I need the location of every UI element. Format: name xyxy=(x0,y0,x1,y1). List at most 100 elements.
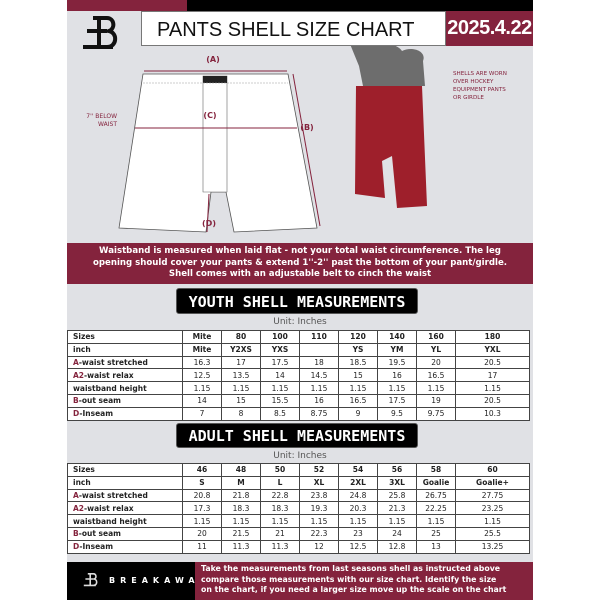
table-cell: Goalie+ xyxy=(455,475,530,490)
row-label-text: -Inseam xyxy=(79,542,114,552)
table-cell: 52 xyxy=(299,463,339,477)
table-cell: 160 xyxy=(416,330,456,344)
table-cell: 17 xyxy=(221,355,261,370)
banner-line: Shell comes with an adjustable belt to c… xyxy=(168,269,432,279)
table-cell: YL xyxy=(416,342,456,357)
table-cell xyxy=(299,342,339,357)
footer-line: on the chart, if you need a larger size … xyxy=(201,585,507,594)
row-label-text: waistband height xyxy=(73,383,147,393)
table-cell: 100 xyxy=(260,330,300,344)
table-cell: 56 xyxy=(377,463,417,477)
table-cell: 20.5 xyxy=(455,393,530,408)
table-cell: 110 xyxy=(299,330,339,344)
table-cell: 1.15 xyxy=(182,381,222,395)
table-cell: 12 xyxy=(299,539,339,554)
table-cell: 50 xyxy=(260,463,300,477)
chart-date: 2025.4.22 xyxy=(446,11,533,46)
table-cell: 12.5 xyxy=(338,539,378,554)
table-cell: 58 xyxy=(416,463,456,477)
table-cell: 9.5 xyxy=(377,406,417,421)
youth-section-title: YOUTH SHELL MEASUREMENTS xyxy=(176,288,418,314)
row-label: D-Inseam xyxy=(67,406,183,421)
table-cell: 3XL xyxy=(377,475,417,490)
table-cell: 1.15 xyxy=(455,514,530,528)
table-cell: 1.15 xyxy=(338,514,378,528)
footer-line: compare those measurements with our size… xyxy=(201,574,497,584)
table-row: D-Inseam 11 11.3 11.3 12 12.5 12.8 13 13.25 xyxy=(67,539,530,554)
footer-line: Take the measurements from last seasons … xyxy=(201,564,501,573)
row-label-text: -Inseam xyxy=(79,409,114,419)
table-cell: 20.5 xyxy=(455,355,530,370)
table-cell: 1.15 xyxy=(260,381,300,395)
footer-brand: BREAKAWAY xyxy=(67,562,205,600)
table-cell: 21 xyxy=(260,526,300,541)
table-cell: 17.5 xyxy=(377,393,417,408)
table-cell: 16 xyxy=(299,393,339,408)
table-cell: 21.5 xyxy=(221,526,261,541)
table-cell: YXS xyxy=(260,342,300,357)
table-cell: 1.15 xyxy=(260,514,300,528)
table-cell: 120 xyxy=(338,330,378,344)
adult-unit-label: Unit: Inches xyxy=(273,451,327,461)
table-cell: 1.15 xyxy=(377,514,417,528)
table-cell: 1.15 xyxy=(416,381,456,395)
top-accent-bar xyxy=(67,0,187,11)
table-cell: YXL xyxy=(455,342,530,357)
table-cell: 21.3 xyxy=(377,501,417,516)
table-cell: 1.15 xyxy=(299,514,339,528)
row-label: A2-waist relax xyxy=(67,368,183,383)
row-label: A-waist stretched xyxy=(67,355,183,370)
row-label: B-out seam xyxy=(67,393,183,408)
table-row: inch S M L XL 2XL 3XL Goalie Goalie+ xyxy=(67,475,530,490)
table-cell: 14 xyxy=(182,393,222,408)
table-cell: 17.5 xyxy=(260,355,300,370)
row-label-text: -waist stretched xyxy=(78,490,148,500)
row-label-text: -waist relax xyxy=(84,370,134,380)
table-cell: 10.3 xyxy=(455,406,530,421)
table-cell: 140 xyxy=(377,330,417,344)
table-cell: 2XL xyxy=(338,475,378,490)
adult-section-title: ADULT SHELL MEASUREMENTS xyxy=(176,423,418,448)
table-cell: 14.5 xyxy=(299,368,339,383)
measure-letter: D xyxy=(73,409,80,419)
table-cell: 15.5 xyxy=(260,393,300,408)
below-waist-line2: WAIST xyxy=(98,121,117,128)
table-cell: 22.3 xyxy=(299,526,339,541)
row-label: B-out seam xyxy=(67,526,183,541)
table-cell: YS xyxy=(338,342,378,357)
row-label: waistband height xyxy=(67,381,183,395)
measure-letter: B xyxy=(73,529,79,539)
table-cell: 16.5 xyxy=(416,368,456,383)
row-label-text: -out seam xyxy=(78,396,121,406)
table-cell: Goalie xyxy=(416,475,456,490)
table-cell: 8.5 xyxy=(260,406,300,421)
table-row: A-waist stretched 16.3 17 17.5 18 18.5 19.5 20 2… xyxy=(67,355,530,370)
table-cell: 7 xyxy=(182,406,222,421)
row-label: inch xyxy=(67,475,183,490)
table-row: A2-waist relax 12.5 13.5 14 14.5 15 16 16.5 17 xyxy=(67,368,530,383)
row-label: A2-waist relax xyxy=(67,501,183,516)
below-waist-line1: 7'' BELOW xyxy=(86,113,117,120)
row-label-text: -waist stretched xyxy=(78,357,148,367)
youth-size-table: Sizes Mite 80 100 110 120 140 160 180 inch Mite Y2X… xyxy=(67,330,530,421)
brand-name: BREAKAWAY xyxy=(109,576,210,585)
row-label: Sizes xyxy=(67,330,183,344)
table-cell: 1.15 xyxy=(299,381,339,395)
row-label: inch xyxy=(67,342,183,357)
table-cell: 25 xyxy=(416,526,456,541)
table-cell: 11.3 xyxy=(260,539,300,554)
table-cell: 1.15 xyxy=(377,381,417,395)
top-black-bar xyxy=(187,0,533,11)
table-cell: 27.75 xyxy=(455,488,530,503)
table-cell: 1.15 xyxy=(221,381,261,395)
table-cell: 46 xyxy=(182,463,222,477)
row-label-text: Sizes xyxy=(73,465,95,475)
footer-instructions: Take the measurements from last seasons … xyxy=(195,562,533,600)
table-cell: 13.25 xyxy=(455,539,530,554)
table-cell: 14 xyxy=(260,368,300,383)
brand-logo-small-icon xyxy=(83,573,98,587)
table-cell: 20 xyxy=(182,526,222,541)
table-cell: Mite xyxy=(182,330,222,344)
label-a: (A) xyxy=(206,55,220,64)
table-cell: 25.8 xyxy=(377,488,417,503)
